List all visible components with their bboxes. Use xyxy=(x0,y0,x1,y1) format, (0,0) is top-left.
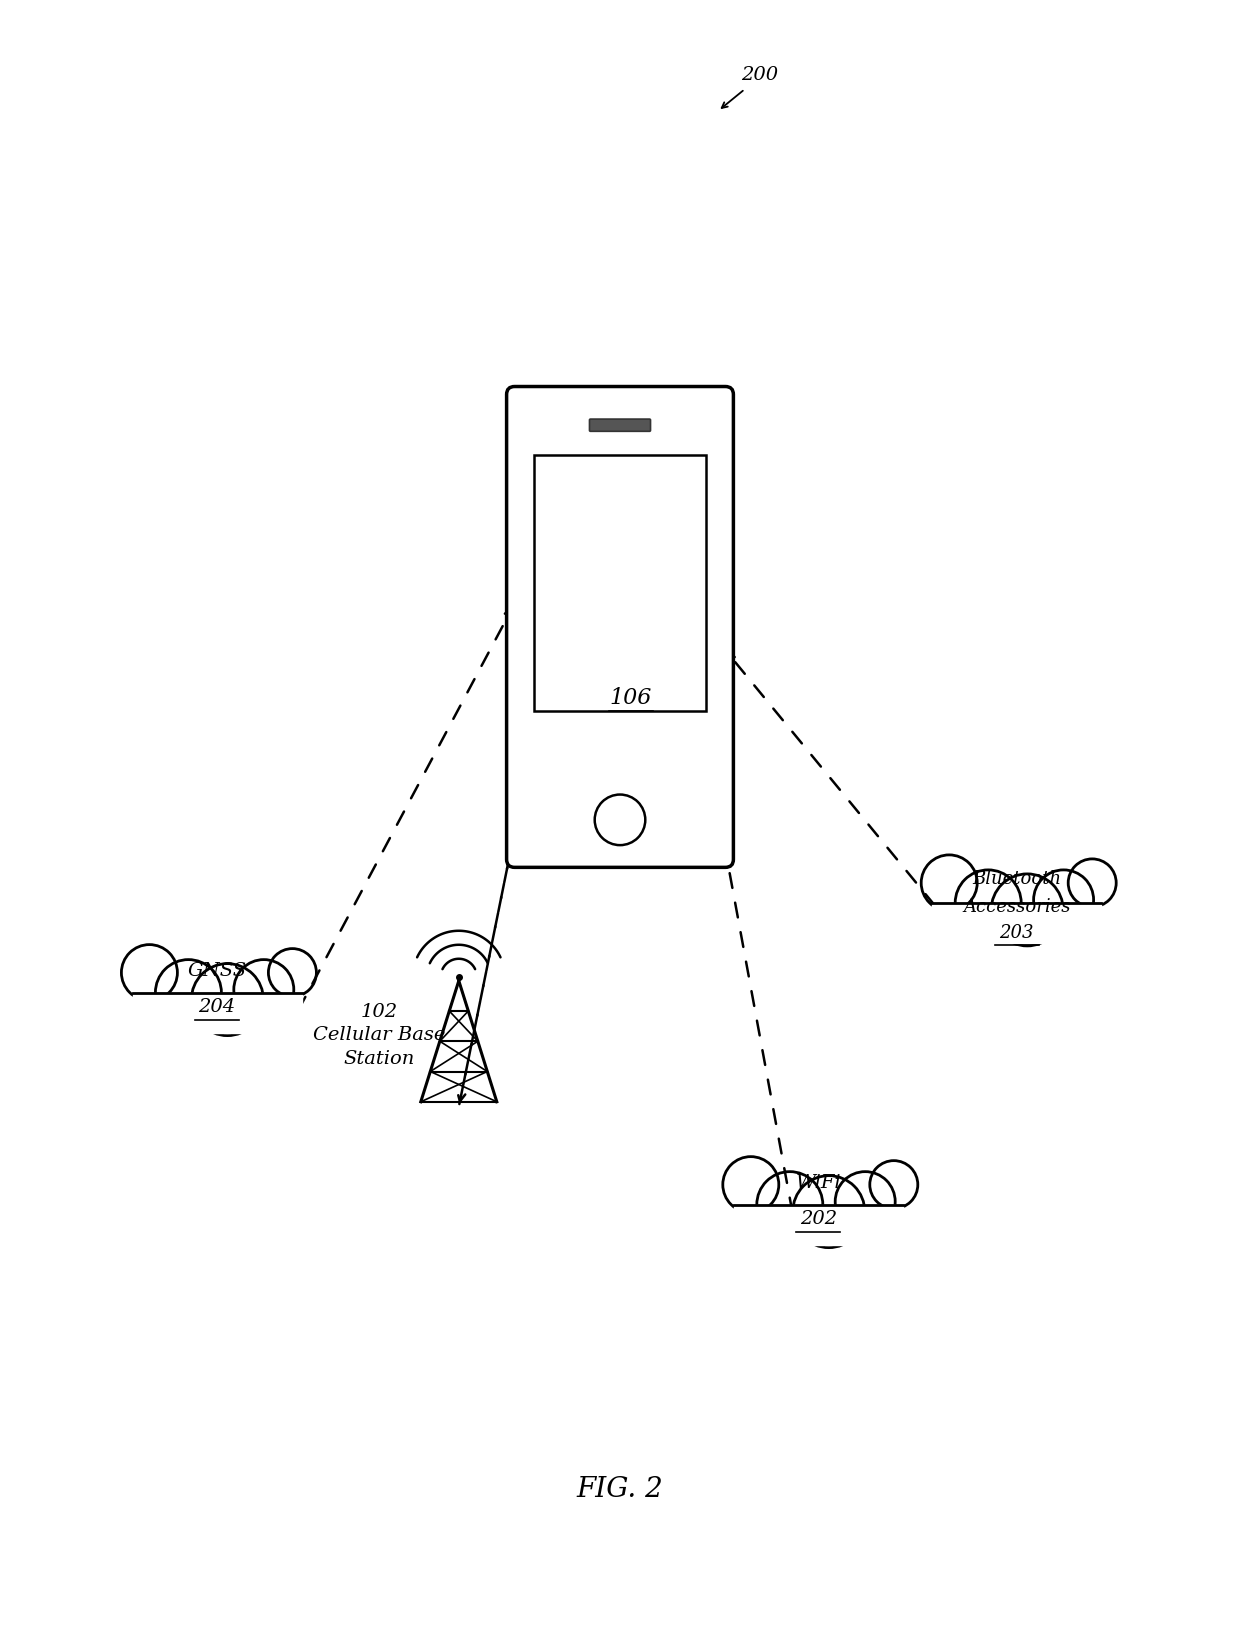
Text: Bluetooth: Bluetooth xyxy=(972,869,1061,887)
Text: FIG. 2: FIG. 2 xyxy=(577,1475,663,1503)
Circle shape xyxy=(756,1172,823,1237)
Text: 203: 203 xyxy=(999,923,1034,941)
Text: 204: 204 xyxy=(198,998,236,1015)
Bar xyxy=(932,903,1101,944)
Circle shape xyxy=(836,1172,895,1232)
Circle shape xyxy=(122,945,177,1001)
Bar xyxy=(533,456,707,711)
Circle shape xyxy=(268,949,316,998)
Text: 202: 202 xyxy=(800,1209,837,1227)
FancyBboxPatch shape xyxy=(507,388,733,867)
Circle shape xyxy=(792,1175,864,1249)
Text: 200: 200 xyxy=(742,65,779,85)
Circle shape xyxy=(1068,859,1116,908)
Text: 106: 106 xyxy=(609,686,652,707)
Circle shape xyxy=(955,870,1022,936)
Circle shape xyxy=(921,856,977,911)
Circle shape xyxy=(723,1157,779,1213)
Circle shape xyxy=(991,874,1063,947)
Text: WiFi: WiFi xyxy=(796,1174,841,1192)
Text: 102
Cellular Base
Station: 102 Cellular Base Station xyxy=(312,1002,445,1068)
Text: Accessories: Accessories xyxy=(963,898,1070,916)
Circle shape xyxy=(191,963,263,1037)
Bar xyxy=(734,1205,903,1245)
Text: GNSS: GNSS xyxy=(187,962,247,980)
FancyBboxPatch shape xyxy=(589,421,651,432)
Circle shape xyxy=(155,960,222,1025)
Bar xyxy=(133,993,301,1033)
Circle shape xyxy=(1034,870,1094,931)
Circle shape xyxy=(234,960,294,1020)
Circle shape xyxy=(869,1161,918,1209)
